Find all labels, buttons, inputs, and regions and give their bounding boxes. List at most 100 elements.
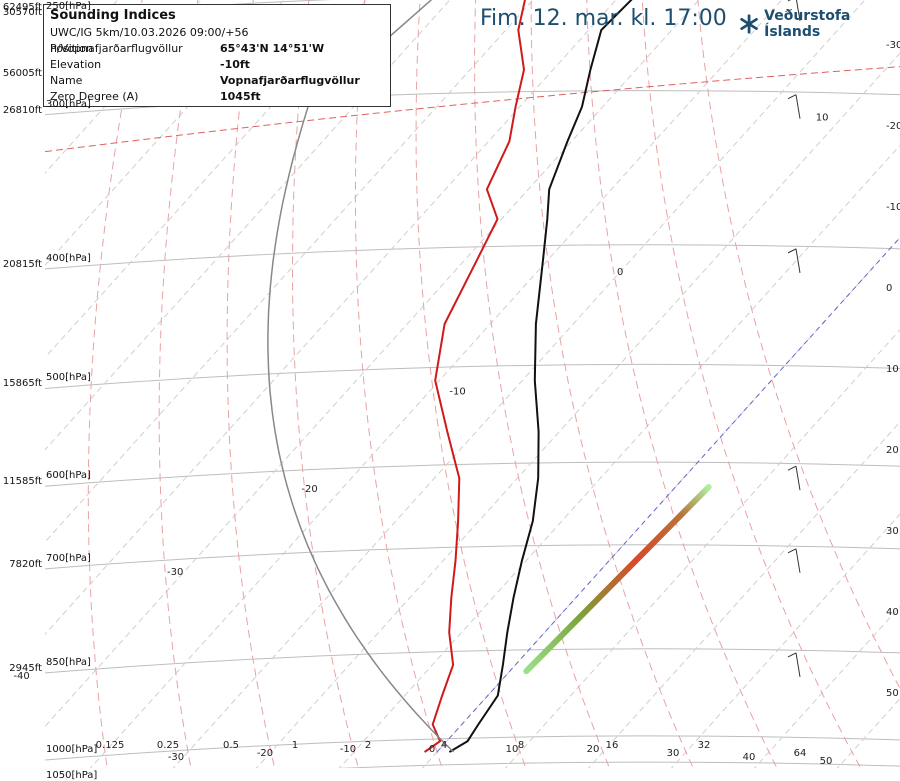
isobar-line: [45, 648, 900, 674]
dry-adiabat-line: [354, 0, 443, 768]
bottom-axis-label: 40: [743, 752, 756, 763]
brand-name: Veðurstofa Íslands: [764, 8, 851, 40]
isobar-line: [45, 363, 900, 389]
info-row-position: Position 65°43'N 14°51'W: [50, 41, 384, 57]
isotherm-line: [670, 513, 900, 768]
isobar-line: [45, 244, 900, 270]
dry-adiabat-line: [415, 0, 527, 768]
forecast-time-title: Fim. 12. mar. kl. 17:00: [480, 6, 727, 31]
isotherm-line: [587, 421, 900, 768]
isobar-line: [45, 461, 900, 487]
bottom-axis-label: 4: [441, 740, 447, 751]
right-temp-label: 20: [886, 445, 899, 456]
temperature-profile: [448, 0, 633, 753]
isobar-line: [336, 761, 900, 768]
right-temp-label: -10: [886, 202, 900, 213]
isotherm-line: [172, 0, 866, 768]
wind-barb: [795, 94, 801, 119]
bottom-axis-label: 16: [606, 740, 619, 751]
info-label: Name: [50, 74, 83, 87]
dry-adiabat-line: [158, 0, 199, 768]
pressure-label: 400[hPa]: [46, 252, 91, 264]
isobar-line: [45, 544, 900, 570]
altitude-label: 11585ft: [2, 476, 42, 488]
dry-adiabat-line: [697, 0, 900, 690]
isotherm-line: [255, 52, 900, 768]
info-title: Sounding Indices: [50, 8, 176, 23]
bottom-axis-label: -20: [257, 748, 273, 759]
adiabat-label: -40: [13, 671, 29, 682]
right-temp-label: -30: [886, 40, 900, 51]
bottom-axis-label: 50: [820, 756, 833, 767]
dry-adiabat-line: [87, 0, 143, 768]
dry-adiabat-line: [474, 0, 611, 768]
right-temp-label: 40: [886, 607, 899, 618]
sounding-indices-panel: Sounding Indices UWC/IG 5km/10.03.2026 0…: [43, 4, 391, 107]
zero-isotherm-line: [436, 236, 900, 753]
adiabat-label: -10: [449, 386, 465, 397]
pressure-label: 850[hPa]: [46, 656, 91, 668]
bottom-axis-label: 20: [587, 744, 600, 755]
bottom-axis-label: 32: [698, 740, 711, 751]
bottom-axis-label: 2: [365, 740, 371, 751]
brand-logo[interactable]: Veðurstofa Íslands: [738, 8, 900, 40]
wind-barb-flag: [787, 548, 797, 554]
wind-barb-flag: [787, 248, 797, 254]
chart-profiles: [267, 0, 712, 753]
altitude-label: 62495ft: [2, 2, 42, 13]
wind-barb: [795, 652, 801, 677]
bottom-axis-label: 1: [292, 740, 298, 751]
info-value: -10ft: [220, 58, 250, 71]
pressure-label: 300[hPa]: [46, 98, 91, 110]
moisture-band: [523, 484, 712, 675]
wind-barb-flag: [787, 0, 792, 2]
info-run: UWC/IG 5km/10.03.2026 09:00/+56 h/Vopnaf…: [50, 26, 249, 55]
pressure-label: 600[hPa]: [46, 470, 91, 482]
dewpoint-profile: [424, 0, 526, 753]
isotherm-line: [45, 0, 202, 174]
wind-barb-flag: [787, 652, 797, 658]
bottom-axis-label: 0: [429, 744, 435, 755]
bottom-axis-label: 64: [794, 748, 807, 759]
wind-barb-flag: [787, 465, 797, 471]
pressure-label: 250[hPa]: [46, 0, 91, 12]
right-temp-label: 10: [886, 364, 899, 375]
info-label: Position: [50, 42, 93, 55]
wind-barb: [795, 466, 801, 491]
altitude-label: 26810ft: [2, 104, 42, 116]
bottom-axis-label: 10: [506, 744, 519, 755]
pressure-label: 1000[hPa]: [46, 744, 98, 755]
adiabat-label: -20: [301, 484, 317, 495]
right-temp-label: 50: [886, 688, 899, 699]
altitude-label: 15865ft: [2, 378, 42, 390]
info-row-elevation: Elevation -10ft: [50, 57, 384, 73]
altitude-label: 30570ft: [2, 6, 42, 18]
info-label: Elevation: [50, 58, 102, 71]
dry-adiabat-line: [641, 0, 862, 768]
isotherm-line: [89, 0, 783, 768]
bottom-axis-label: 0.25: [157, 740, 179, 751]
isotherm-line: [504, 329, 900, 768]
right-temp-label: 30: [886, 526, 899, 537]
wind-barb: [796, 0, 801, 22]
bottom-axis-label: -10: [340, 744, 356, 755]
pressure-label: 700[hPa]: [46, 552, 91, 564]
info-value: 1045ft: [220, 90, 261, 103]
wind-barb: [795, 248, 801, 273]
bottom-axis-label: 0.5: [223, 740, 239, 751]
wind-barb-flag: [787, 94, 797, 100]
altitude-label: 56005ft: [2, 68, 42, 79]
parcel-profile: [267, 0, 455, 753]
isotherm-line: [338, 144, 900, 768]
bottom-axis-label: 8: [518, 740, 524, 751]
chart-labels: 3020100-10-20-30-40-30-20-10010203040500…: [13, 0, 900, 767]
info-label: Zero Degree (A): [50, 90, 139, 103]
adiabat-label: -30: [167, 567, 183, 578]
pressure-label: 1050[hPa]: [46, 770, 98, 781]
adiabat-label: 10: [816, 113, 829, 124]
